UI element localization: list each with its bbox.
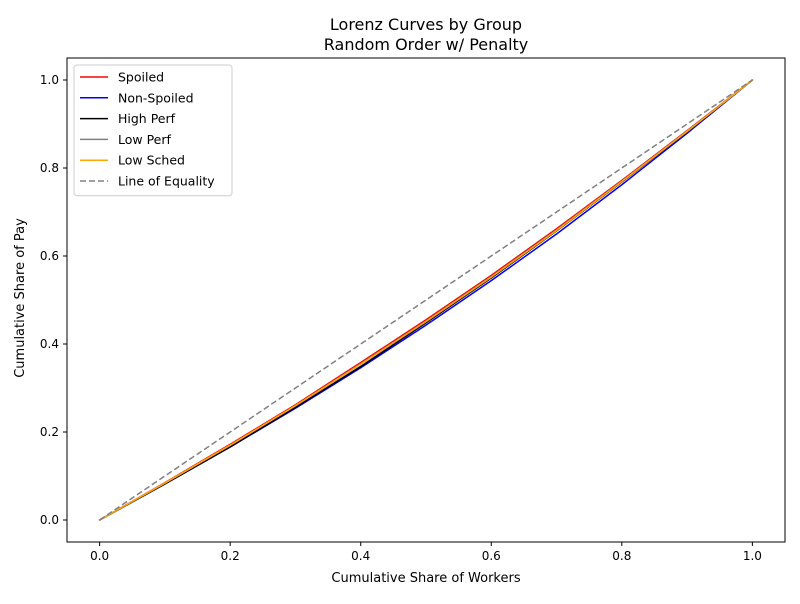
- legend-label: Line of Equality: [118, 174, 215, 189]
- legend-label: Spoiled: [118, 70, 164, 85]
- chart-subtitle: Random Order w/ Penalty: [324, 35, 529, 54]
- y-tick-label: 0.2: [40, 425, 59, 439]
- axes-frame: [66, 57, 786, 543]
- x-tick-label: 1.0: [743, 549, 762, 563]
- series-line-line-of-equality: [99, 79, 753, 521]
- y-tick-label: 0.0: [40, 513, 59, 527]
- x-tick-label: 0.0: [90, 549, 109, 563]
- legend-label: Low Perf: [118, 132, 172, 147]
- series-line-low-sched: [98, 79, 754, 521]
- legend-label: Non-Spoiled: [118, 90, 194, 105]
- legend-label: Low Sched: [118, 153, 185, 168]
- y-tick-label: 0.8: [40, 161, 59, 175]
- x-tick-label: 0.8: [612, 549, 631, 563]
- y-axis-label: Cumulative Share of Pay: [13, 218, 28, 378]
- x-tick-label: 0.4: [351, 549, 370, 563]
- axes: 0.0 0.2 0.4 0.6 0.8 1.0 0.0 0.2 0.4 0.6 0.8 1.0: [40, 57, 786, 563]
- legend: Spoiled Non-Spoiled High Perf Low Perf Low S…: [73, 64, 233, 197]
- plot-area: [98, 79, 754, 521]
- x-axis-label: Cumulative Share of Workers: [331, 571, 520, 586]
- x-tick-label: 0.2: [221, 549, 240, 563]
- chart-title: Lorenz Curves by Group: [330, 15, 522, 34]
- y-tick-label: 1.0: [40, 73, 59, 87]
- y-tick-label: 0.4: [40, 337, 59, 351]
- x-tick-label: 0.6: [482, 549, 501, 563]
- y-tick-label: 0.6: [40, 249, 59, 263]
- legend-box: [73, 64, 233, 197]
- legend-label: High Perf: [118, 111, 176, 126]
